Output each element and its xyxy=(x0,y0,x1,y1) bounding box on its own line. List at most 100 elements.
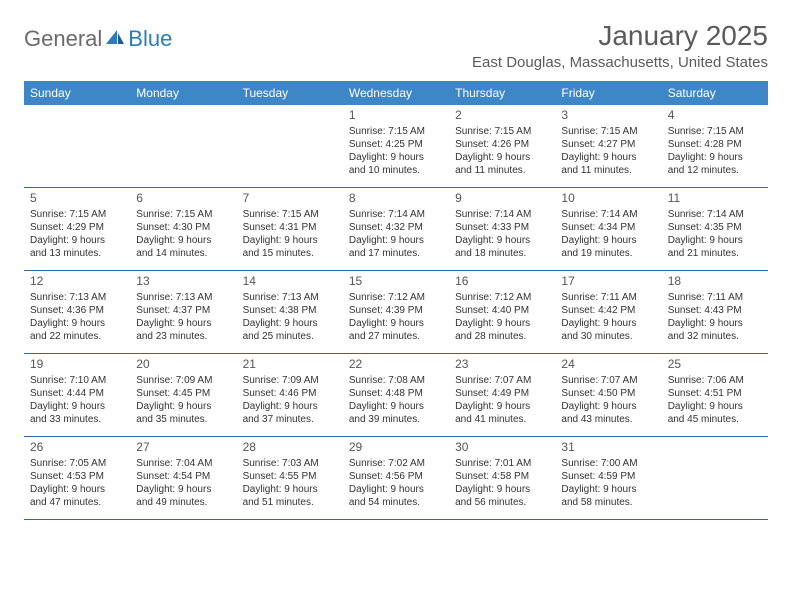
calendar-page: General Blue January 2025 East Douglas, … xyxy=(0,0,792,540)
day-cell: 9Sunrise: 7:14 AMSunset: 4:33 PMDaylight… xyxy=(449,188,555,270)
day-details: Sunrise: 7:04 AMSunset: 4:54 PMDaylight:… xyxy=(136,457,230,509)
day-cell: 12Sunrise: 7:13 AMSunset: 4:36 PMDayligh… xyxy=(24,271,130,353)
day-cell: 11Sunrise: 7:14 AMSunset: 4:35 PMDayligh… xyxy=(662,188,768,270)
day-details: Sunrise: 7:15 AMSunset: 4:28 PMDaylight:… xyxy=(668,125,762,177)
day-number: 7 xyxy=(243,191,337,207)
calendar: SundayMondayTuesdayWednesdayThursdayFrid… xyxy=(24,81,768,520)
week-row: 12Sunrise: 7:13 AMSunset: 4:36 PMDayligh… xyxy=(24,271,768,354)
day-cell: 31Sunrise: 7:00 AMSunset: 4:59 PMDayligh… xyxy=(555,437,661,519)
day-cell: 28Sunrise: 7:03 AMSunset: 4:55 PMDayligh… xyxy=(237,437,343,519)
day-number: 13 xyxy=(136,274,230,290)
day-cell: 15Sunrise: 7:12 AMSunset: 4:39 PMDayligh… xyxy=(343,271,449,353)
month-title: January 2025 xyxy=(472,20,768,52)
location: East Douglas, Massachusetts, United Stat… xyxy=(472,54,768,71)
day-number: 20 xyxy=(136,357,230,373)
day-number: 18 xyxy=(668,274,762,290)
day-cell: 21Sunrise: 7:09 AMSunset: 4:46 PMDayligh… xyxy=(237,354,343,436)
day-number: 10 xyxy=(561,191,655,207)
day-number: 14 xyxy=(243,274,337,290)
header: General Blue January 2025 East Douglas, … xyxy=(24,20,768,71)
day-number: 31 xyxy=(561,440,655,456)
day-details: Sunrise: 7:09 AMSunset: 4:45 PMDaylight:… xyxy=(136,374,230,426)
day-cell: 8Sunrise: 7:14 AMSunset: 4:32 PMDaylight… xyxy=(343,188,449,270)
day-details: Sunrise: 7:02 AMSunset: 4:56 PMDaylight:… xyxy=(349,457,443,509)
day-number: 25 xyxy=(668,357,762,373)
day-details: Sunrise: 7:13 AMSunset: 4:38 PMDaylight:… xyxy=(243,291,337,343)
day-details: Sunrise: 7:15 AMSunset: 4:26 PMDaylight:… xyxy=(455,125,549,177)
day-details: Sunrise: 7:07 AMSunset: 4:50 PMDaylight:… xyxy=(561,374,655,426)
week-row: 19Sunrise: 7:10 AMSunset: 4:44 PMDayligh… xyxy=(24,354,768,437)
day-cell: 17Sunrise: 7:11 AMSunset: 4:42 PMDayligh… xyxy=(555,271,661,353)
day-cell: 13Sunrise: 7:13 AMSunset: 4:37 PMDayligh… xyxy=(130,271,236,353)
day-details: Sunrise: 7:00 AMSunset: 4:59 PMDaylight:… xyxy=(561,457,655,509)
day-number: 17 xyxy=(561,274,655,290)
day-cell: 23Sunrise: 7:07 AMSunset: 4:49 PMDayligh… xyxy=(449,354,555,436)
day-number: 4 xyxy=(668,108,762,124)
day-cell: 19Sunrise: 7:10 AMSunset: 4:44 PMDayligh… xyxy=(24,354,130,436)
week-row: 5Sunrise: 7:15 AMSunset: 4:29 PMDaylight… xyxy=(24,188,768,271)
day-cell: 26Sunrise: 7:05 AMSunset: 4:53 PMDayligh… xyxy=(24,437,130,519)
day-number: 9 xyxy=(455,191,549,207)
day-details: Sunrise: 7:15 AMSunset: 4:27 PMDaylight:… xyxy=(561,125,655,177)
week-row: 26Sunrise: 7:05 AMSunset: 4:53 PMDayligh… xyxy=(24,437,768,520)
day-details: Sunrise: 7:11 AMSunset: 4:42 PMDaylight:… xyxy=(561,291,655,343)
weekday-header: Sunday xyxy=(24,81,130,105)
day-cell: 2Sunrise: 7:15 AMSunset: 4:26 PMDaylight… xyxy=(449,105,555,187)
day-details: Sunrise: 7:14 AMSunset: 4:34 PMDaylight:… xyxy=(561,208,655,260)
weeks-container: 1Sunrise: 7:15 AMSunset: 4:25 PMDaylight… xyxy=(24,105,768,520)
day-number: 27 xyxy=(136,440,230,456)
weekday-header-row: SundayMondayTuesdayWednesdayThursdayFrid… xyxy=(24,81,768,105)
weekday-header: Saturday xyxy=(662,81,768,105)
weekday-header: Monday xyxy=(130,81,236,105)
day-cell: 29Sunrise: 7:02 AMSunset: 4:56 PMDayligh… xyxy=(343,437,449,519)
weekday-header: Thursday xyxy=(449,81,555,105)
day-number: 22 xyxy=(349,357,443,373)
day-number: 19 xyxy=(30,357,124,373)
day-cell: 30Sunrise: 7:01 AMSunset: 4:58 PMDayligh… xyxy=(449,437,555,519)
day-cell: 27Sunrise: 7:04 AMSunset: 4:54 PMDayligh… xyxy=(130,437,236,519)
day-number: 23 xyxy=(455,357,549,373)
day-number: 21 xyxy=(243,357,337,373)
day-cell: 22Sunrise: 7:08 AMSunset: 4:48 PMDayligh… xyxy=(343,354,449,436)
logo: General Blue xyxy=(24,20,172,52)
day-cell: 16Sunrise: 7:12 AMSunset: 4:40 PMDayligh… xyxy=(449,271,555,353)
weekday-header: Friday xyxy=(555,81,661,105)
day-number: 5 xyxy=(30,191,124,207)
day-details: Sunrise: 7:10 AMSunset: 4:44 PMDaylight:… xyxy=(30,374,124,426)
day-details: Sunrise: 7:14 AMSunset: 4:32 PMDaylight:… xyxy=(349,208,443,260)
day-details: Sunrise: 7:14 AMSunset: 4:33 PMDaylight:… xyxy=(455,208,549,260)
weekday-header: Wednesday xyxy=(343,81,449,105)
day-details: Sunrise: 7:15 AMSunset: 4:30 PMDaylight:… xyxy=(136,208,230,260)
day-details: Sunrise: 7:15 AMSunset: 4:25 PMDaylight:… xyxy=(349,125,443,177)
day-number: 2 xyxy=(455,108,549,124)
day-number: 30 xyxy=(455,440,549,456)
day-details: Sunrise: 7:01 AMSunset: 4:58 PMDaylight:… xyxy=(455,457,549,509)
day-number: 29 xyxy=(349,440,443,456)
day-cell: 3Sunrise: 7:15 AMSunset: 4:27 PMDaylight… xyxy=(555,105,661,187)
day-number: 1 xyxy=(349,108,443,124)
day-number: 3 xyxy=(561,108,655,124)
day-details: Sunrise: 7:12 AMSunset: 4:39 PMDaylight:… xyxy=(349,291,443,343)
day-cell: 1Sunrise: 7:15 AMSunset: 4:25 PMDaylight… xyxy=(343,105,449,187)
day-cell: 10Sunrise: 7:14 AMSunset: 4:34 PMDayligh… xyxy=(555,188,661,270)
day-number: 16 xyxy=(455,274,549,290)
day-details: Sunrise: 7:13 AMSunset: 4:36 PMDaylight:… xyxy=(30,291,124,343)
day-details: Sunrise: 7:06 AMSunset: 4:51 PMDaylight:… xyxy=(668,374,762,426)
day-details: Sunrise: 7:08 AMSunset: 4:48 PMDaylight:… xyxy=(349,374,443,426)
day-cell-empty xyxy=(24,105,130,187)
day-details: Sunrise: 7:15 AMSunset: 4:31 PMDaylight:… xyxy=(243,208,337,260)
day-number: 11 xyxy=(668,191,762,207)
day-number: 6 xyxy=(136,191,230,207)
day-cell: 5Sunrise: 7:15 AMSunset: 4:29 PMDaylight… xyxy=(24,188,130,270)
day-cell-empty xyxy=(237,105,343,187)
day-cell: 6Sunrise: 7:15 AMSunset: 4:30 PMDaylight… xyxy=(130,188,236,270)
day-details: Sunrise: 7:14 AMSunset: 4:35 PMDaylight:… xyxy=(668,208,762,260)
logo-text-blue: Blue xyxy=(128,26,172,52)
weekday-header: Tuesday xyxy=(237,81,343,105)
day-cell: 7Sunrise: 7:15 AMSunset: 4:31 PMDaylight… xyxy=(237,188,343,270)
day-number: 26 xyxy=(30,440,124,456)
day-cell: 24Sunrise: 7:07 AMSunset: 4:50 PMDayligh… xyxy=(555,354,661,436)
title-block: January 2025 East Douglas, Massachusetts… xyxy=(472,20,768,71)
day-number: 15 xyxy=(349,274,443,290)
day-cell-empty xyxy=(662,437,768,519)
